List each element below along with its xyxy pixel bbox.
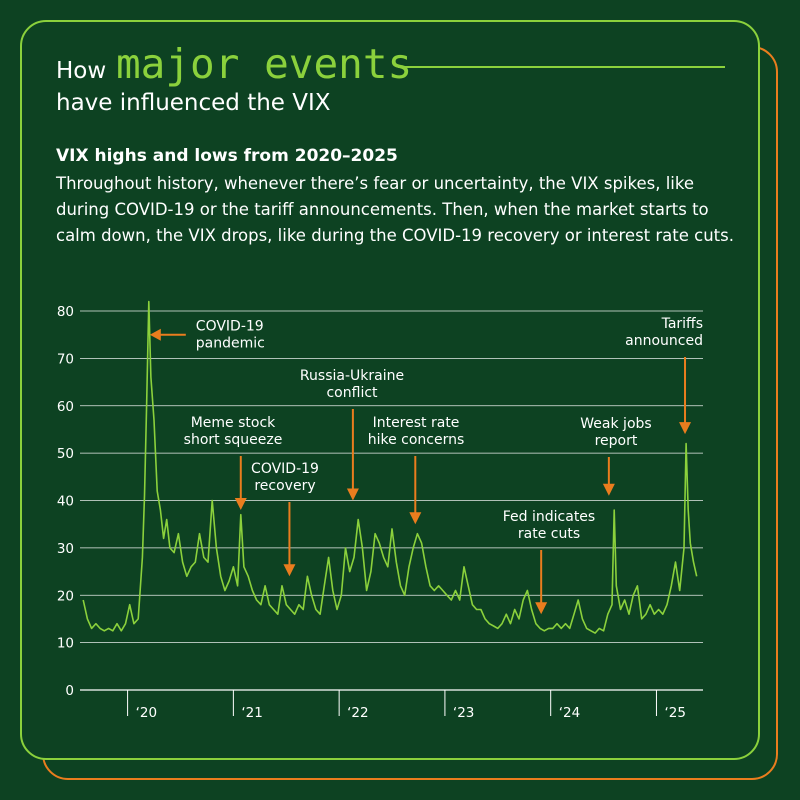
annotation-label: report bbox=[595, 433, 638, 449]
chart-subtitle: VIX highs and lows from 2020–2025 bbox=[56, 146, 398, 166]
y-tick-label: 10 bbox=[57, 636, 74, 652]
x-tick-label: ‘20 bbox=[136, 705, 157, 721]
y-tick-label: 70 bbox=[57, 351, 74, 367]
annotation-arrowhead bbox=[679, 422, 692, 435]
title-prefix: How bbox=[56, 58, 107, 84]
annotation-label: Tariffs bbox=[661, 316, 703, 332]
title-rule bbox=[398, 66, 725, 68]
annotation-label: Fed indicates bbox=[503, 509, 595, 525]
y-tick-label: 40 bbox=[57, 494, 74, 510]
y-tick-label: 50 bbox=[57, 446, 74, 462]
annotation-arrowhead bbox=[346, 488, 359, 501]
annotation-label: Meme stock bbox=[191, 415, 276, 431]
x-tick-label: ‘24 bbox=[559, 705, 580, 721]
annotation-label: hike concerns bbox=[368, 432, 465, 448]
annotation-label: rate cuts bbox=[518, 526, 580, 542]
x-tick-label: ‘23 bbox=[453, 705, 474, 721]
y-tick-label: 60 bbox=[57, 399, 74, 415]
x-tick-label: ‘22 bbox=[347, 705, 368, 721]
annotation-label: Weak jobs bbox=[580, 416, 651, 432]
title-line-2: have influenced the VIX bbox=[56, 90, 331, 116]
annotation-arrowhead bbox=[283, 564, 296, 577]
annotation-label: Interest rate bbox=[373, 415, 460, 431]
annotation-label: Russia-Ukraine bbox=[300, 368, 404, 384]
y-tick-label: 80 bbox=[57, 304, 74, 320]
title-highlight: major events bbox=[116, 40, 413, 88]
annotation-label: short squeeze bbox=[184, 432, 283, 448]
card bbox=[20, 20, 760, 760]
y-tick-label: 0 bbox=[65, 683, 74, 699]
annotation-arrowhead bbox=[234, 497, 247, 510]
vix-series-line bbox=[82, 300, 698, 634]
annotation-label: conflict bbox=[326, 385, 378, 401]
annotation-label: COVID-19 bbox=[196, 319, 264, 335]
x-tick-label: ‘21 bbox=[241, 705, 262, 721]
chart-description: Throughout history, whenever there’s fea… bbox=[56, 174, 734, 245]
x-tick-label: ‘25 bbox=[664, 705, 685, 721]
annotation-label: pandemic bbox=[196, 336, 265, 352]
annotation-label: announced bbox=[625, 333, 703, 349]
annotation-arrowhead bbox=[149, 328, 161, 341]
annotation-arrowhead bbox=[602, 483, 615, 496]
y-tick-label: 20 bbox=[57, 588, 74, 604]
annotation-arrowhead bbox=[409, 512, 422, 525]
annotation-arrowhead bbox=[535, 602, 548, 615]
annotation-label: recovery bbox=[254, 478, 315, 494]
annotation-label: COVID-19 bbox=[251, 461, 319, 477]
y-tick-label: 30 bbox=[57, 541, 74, 557]
